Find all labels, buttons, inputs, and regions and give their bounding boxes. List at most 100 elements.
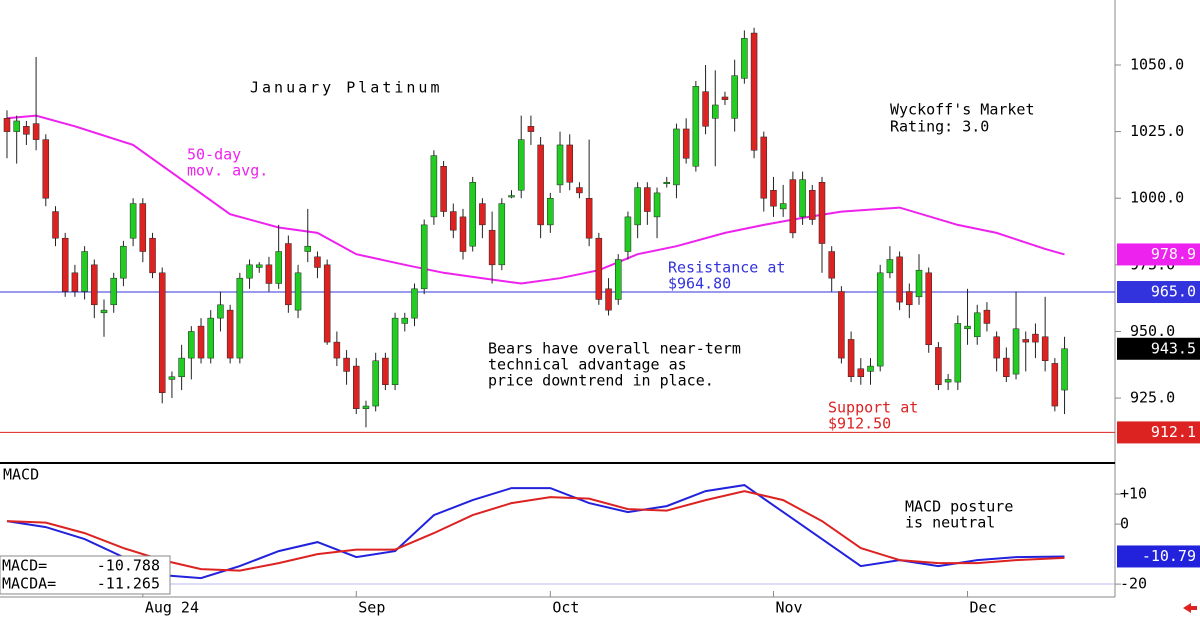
macd-box-name: MACDA=: [2, 575, 56, 593]
candle-body: [333, 341, 341, 359]
candle-body: [178, 357, 185, 377]
y2-tick-label: 0: [1120, 515, 1129, 533]
level-tag-label: 912.1: [1151, 423, 1196, 441]
level-tag: [1117, 281, 1200, 304]
candle-body: [265, 264, 273, 284]
candle-body: [1032, 333, 1039, 343]
candle-body: [479, 203, 486, 226]
level-annotation: Support at: [828, 399, 918, 417]
candle-body: [411, 288, 418, 319]
close-tag: [1117, 337, 1200, 360]
candle-body: [469, 181, 476, 247]
macd-box-value: -11.265: [97, 575, 160, 593]
x-tick-label: Nov: [775, 599, 802, 617]
candle-body: [964, 325, 971, 330]
candle-body: [13, 120, 20, 132]
candle-body: [81, 251, 88, 292]
y-tick-label: 1000.0: [1130, 189, 1184, 207]
candle-body: [857, 368, 865, 377]
ma-annotation: mov. avg.: [187, 162, 268, 180]
candle-body: [653, 192, 661, 218]
rating: Rating: 3.0: [890, 118, 989, 136]
candle-body: [760, 136, 768, 199]
candle-body: [353, 365, 360, 409]
candle-body: [430, 155, 438, 218]
candle-body: [799, 179, 806, 218]
comment: Bears have overall near-term: [488, 340, 741, 358]
candle-body: [547, 197, 554, 226]
candle-body: [779, 203, 787, 210]
candle-body: [682, 128, 690, 159]
candle-body: [644, 187, 651, 212]
candle-body: [741, 38, 748, 79]
candle-body: [1022, 339, 1029, 343]
candle-body: [702, 91, 709, 127]
candle-body: [168, 376, 176, 380]
candle-body: [304, 245, 312, 252]
y-tick-label: 950.0: [1130, 322, 1175, 340]
candle-body: [906, 291, 913, 306]
macd-comment: MACD posture: [905, 498, 1013, 516]
comment: technical advantage as: [488, 356, 687, 374]
candle-body: [401, 317, 409, 324]
candle-body: [120, 245, 127, 279]
candle-body: [614, 259, 622, 300]
candle-body: [450, 211, 457, 231]
candle-body: [886, 259, 894, 274]
candle-body: [973, 312, 981, 338]
candle-body: [750, 32, 758, 151]
candle-body: [255, 264, 263, 268]
candle-body: [876, 272, 884, 367]
x-tick-label: Aug 24: [145, 599, 199, 617]
candle-body: [71, 272, 79, 292]
ma-annotation: 50-day: [187, 146, 241, 164]
y-tick-label: 1025.0: [1130, 122, 1184, 140]
candle-body: [100, 309, 108, 314]
candle-body: [207, 317, 214, 359]
candle-body: [712, 104, 719, 119]
candle-body: [770, 189, 777, 207]
candle-body: [1051, 363, 1059, 407]
y2-tick-label: +10: [1120, 485, 1147, 503]
candle-body: [624, 216, 632, 252]
candle-body: [459, 216, 467, 252]
candle-body: [925, 272, 932, 346]
candle-body: [517, 139, 525, 191]
candle-body: [818, 181, 826, 244]
candle-body: [139, 203, 147, 252]
chart-title: January Platinum: [250, 79, 443, 97]
candle-body: [1041, 336, 1049, 362]
candle-body: [314, 256, 321, 268]
candle-body: [149, 237, 156, 274]
candle-body: [129, 203, 137, 239]
macd-title: MACD: [3, 466, 39, 484]
candle-body: [731, 75, 738, 119]
ma-tag: [1117, 243, 1200, 266]
comment: price downtrend in place.: [488, 372, 714, 390]
candle-body: [488, 229, 496, 266]
candle-body: [1061, 348, 1068, 391]
macd-line: [6, 490, 1065, 572]
moving-average: [6, 114, 1065, 285]
candle-body: [954, 323, 962, 383]
candle-body: [91, 264, 98, 306]
level-tag: [1117, 421, 1200, 444]
candle-body: [343, 357, 350, 372]
candle-body: [663, 181, 670, 184]
candle-body: [3, 118, 11, 132]
candle-body: [440, 166, 447, 212]
y-tick-label: 925.0: [1130, 389, 1175, 407]
candle-body: [246, 264, 253, 279]
nav-arrow[interactable]: [1183, 603, 1197, 613]
macd-box: [0, 555, 171, 595]
candle-body: [789, 179, 797, 234]
candle-body: [236, 277, 244, 359]
candle-body: [537, 144, 544, 226]
candle-body: [935, 347, 942, 385]
candle-body: [32, 123, 40, 140]
candle-body: [391, 317, 399, 385]
candle-body: [323, 264, 331, 343]
candle-body: [809, 189, 816, 220]
candle-body: [362, 405, 370, 409]
